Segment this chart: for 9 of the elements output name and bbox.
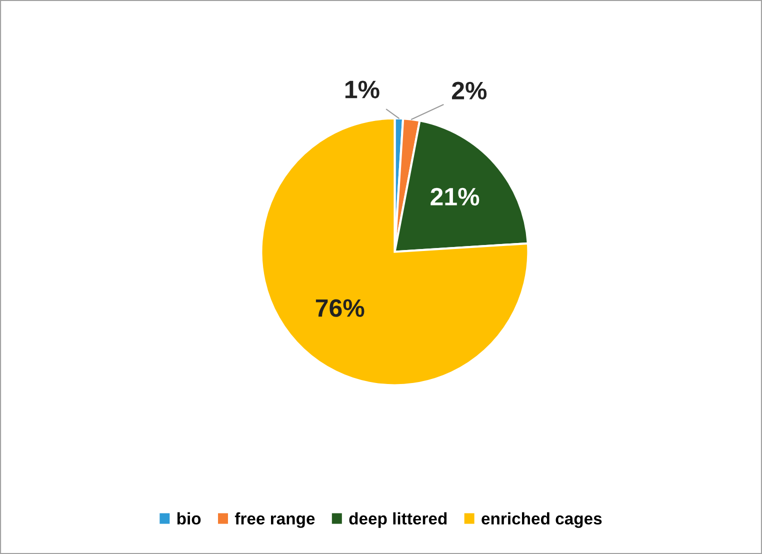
legend-label: deep littered [349,512,447,528]
legend-label: free range [234,512,315,528]
legend-label: enriched cages [482,512,602,528]
data-label: 2% [452,82,487,100]
legend-label: bio [177,512,201,525]
data-label: 76% [316,299,364,317]
pie-slice [260,117,530,386]
data-label: 1% [345,80,380,98]
data-label: 21% [430,188,480,206]
